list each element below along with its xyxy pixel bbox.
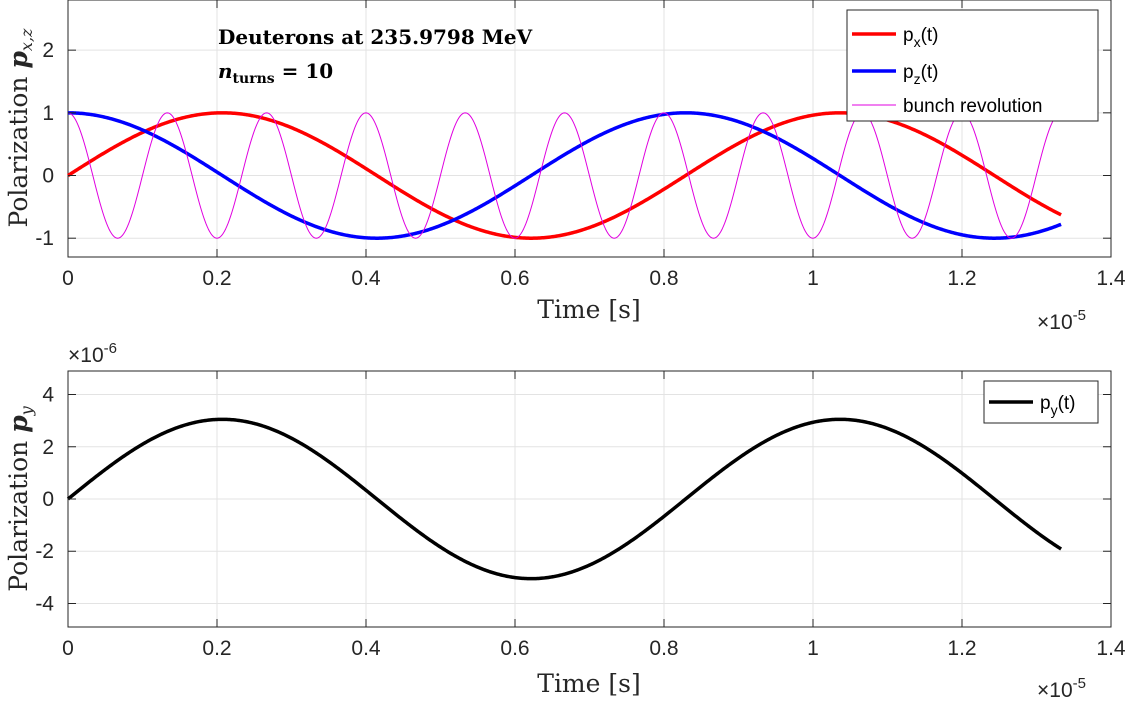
top-y-axis-label: Polarization px,z xyxy=(4,28,36,228)
top-xtick-label: 0.2 xyxy=(202,267,231,290)
legend-px-label: px(t) xyxy=(903,25,939,50)
bottom-ytick-label: 0 xyxy=(42,488,54,511)
top-xtick-label: 0 xyxy=(62,267,74,290)
top-xtick-label: 0.4 xyxy=(351,267,381,290)
bottom-xtick-label: 1 xyxy=(807,637,819,660)
top-x-ticks: 0 0.2 0.4 0.6 0.8 1 1.2 1.4 xyxy=(62,0,1126,290)
top-x-axis-label: Time [s] xyxy=(537,295,640,324)
bottom-axes: 0 0.2 0.4 0.6 0.8 1 1.2 1.4 -4 -2 0 2 4 Time [s] ×1… xyxy=(4,340,1126,701)
bottom-x-ticks: 0 0.2 0.4 0.6 0.8 1 1.2 1.4 xyxy=(62,371,1126,660)
top-ytick-label: 2 xyxy=(42,39,54,62)
bottom-xtick-label: 0.2 xyxy=(202,637,231,660)
bottom-ytick-label: 2 xyxy=(42,436,54,459)
annotation-nturns: nturns = 10 xyxy=(218,59,333,87)
top-legend: px(t) pz(t) bunch revolution xyxy=(846,9,1099,122)
top-ytick-label: -1 xyxy=(35,227,54,250)
top-ytick-label: 1 xyxy=(42,102,54,125)
bottom-xtick-label: 0 xyxy=(62,637,74,660)
bottom-y-axis-label: Polarization py xyxy=(4,405,36,591)
bottom-xtick-label: 0.8 xyxy=(649,637,678,660)
top-ytick-label: 0 xyxy=(42,165,54,188)
top-xtick-label: 0.8 xyxy=(649,267,678,290)
bottom-x-exponent: ×10-5 xyxy=(1037,675,1086,701)
top-series-group xyxy=(67,111,1062,240)
bottom-xtick-label: 1.4 xyxy=(1096,637,1126,660)
series-px-line xyxy=(67,111,1062,240)
bottom-x-axis-label: Time [s] xyxy=(537,669,640,698)
legend-py-label: py(t) xyxy=(1040,393,1076,418)
top-xtick-label: 1 xyxy=(807,267,819,290)
top-plot-box xyxy=(67,0,1112,258)
bottom-xtick-label: 1.2 xyxy=(947,637,976,660)
top-xtick-label: 0.6 xyxy=(500,267,529,290)
bottom-xtick-label: 0.6 xyxy=(500,637,529,660)
bottom-legend: py(t) xyxy=(983,380,1099,424)
bottom-y-exponent: ×10-6 xyxy=(68,340,117,367)
bottom-xtick-label: 0.4 xyxy=(351,637,381,660)
bottom-ytick-label: -4 xyxy=(35,592,54,615)
series-pz-line xyxy=(67,111,1062,240)
bottom-grid xyxy=(67,371,1112,627)
legend-bunch-label: bunch revolution xyxy=(903,96,1042,117)
annotation-deuterons: Deuterons at 235.9798 MeV xyxy=(218,25,533,49)
top-axes: 0 0.2 0.4 0.6 0.8 1 1.2 1.4 -1 0 1 2 Time [s] ×10-… xyxy=(4,0,1126,334)
top-x-exponent: ×10-5 xyxy=(1037,307,1086,334)
bottom-ytick-label: 4 xyxy=(42,384,54,407)
series-py-line xyxy=(66,417,1063,581)
top-legend-box xyxy=(846,9,1099,122)
top-y-ticks: -1 0 1 2 xyxy=(35,39,1111,250)
series-bunch-line xyxy=(67,112,1062,239)
bottom-ytick-label: -2 xyxy=(35,540,54,563)
bottom-y-ticks: -4 -2 0 2 4 xyxy=(35,384,1111,615)
top-xtick-label: 1.2 xyxy=(947,267,976,290)
legend-pz-label: pz(t) xyxy=(903,62,939,87)
top-xtick-label: 1.4 xyxy=(1096,267,1126,290)
bottom-series-group xyxy=(66,417,1063,581)
